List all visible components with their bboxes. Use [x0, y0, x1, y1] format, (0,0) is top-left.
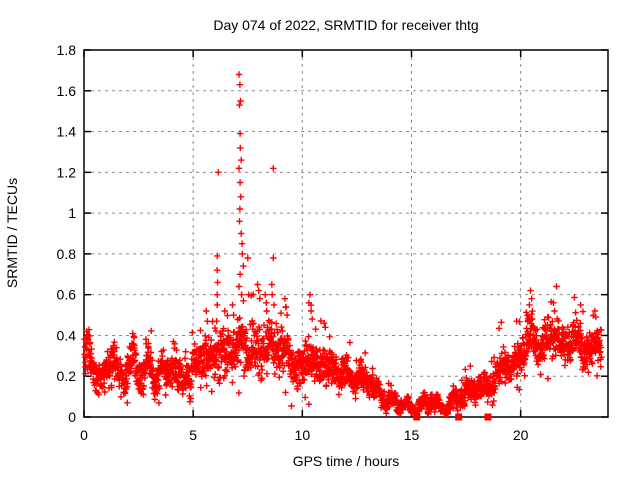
y-tick-label: 0.8 — [57, 246, 77, 262]
flag-marker — [455, 413, 463, 421]
y-tick-label: 0.4 — [57, 327, 77, 343]
y-tick-label: 0 — [68, 409, 76, 425]
x-tick-label: 15 — [404, 427, 420, 443]
x-tick-label: 10 — [295, 427, 311, 443]
y-tick-label: 1.8 — [57, 42, 77, 58]
scatter-series — [81, 71, 605, 421]
x-tick-label: 20 — [513, 427, 529, 443]
tick-labels: 0 5 10 15 20 0 0.2 0.4 0.6 0.8 1 1.2 1.4 1.6 1.8 — [57, 42, 529, 443]
y-axis-label: SRMTID / TECUs — [4, 178, 20, 288]
flag-marker — [413, 413, 421, 421]
plot-border — [83, 49, 609, 418]
y-tick-label: 1.4 — [57, 124, 77, 140]
y-tick-label: 0.6 — [57, 287, 77, 303]
y-tick-label: 0.2 — [57, 368, 77, 384]
y-tick-label: 1.2 — [57, 164, 77, 180]
scatter-points — [81, 71, 605, 418]
x-tick-label: 0 — [80, 427, 88, 443]
x-tick-label: 5 — [189, 427, 197, 443]
chart-title: Day 074 of 2022, SRMTID for receiver tht… — [213, 17, 478, 33]
flag-marker — [484, 413, 492, 421]
y-tick-label: 1 — [68, 205, 76, 221]
y-tick-label: 1.6 — [57, 83, 77, 99]
x-axis-label: GPS time / hours — [293, 453, 400, 469]
grid-lines — [84, 50, 608, 417]
